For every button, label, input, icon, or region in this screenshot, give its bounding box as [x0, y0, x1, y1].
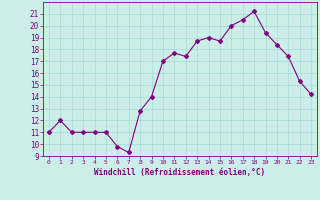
X-axis label: Windchill (Refroidissement éolien,°C): Windchill (Refroidissement éolien,°C): [94, 168, 266, 177]
